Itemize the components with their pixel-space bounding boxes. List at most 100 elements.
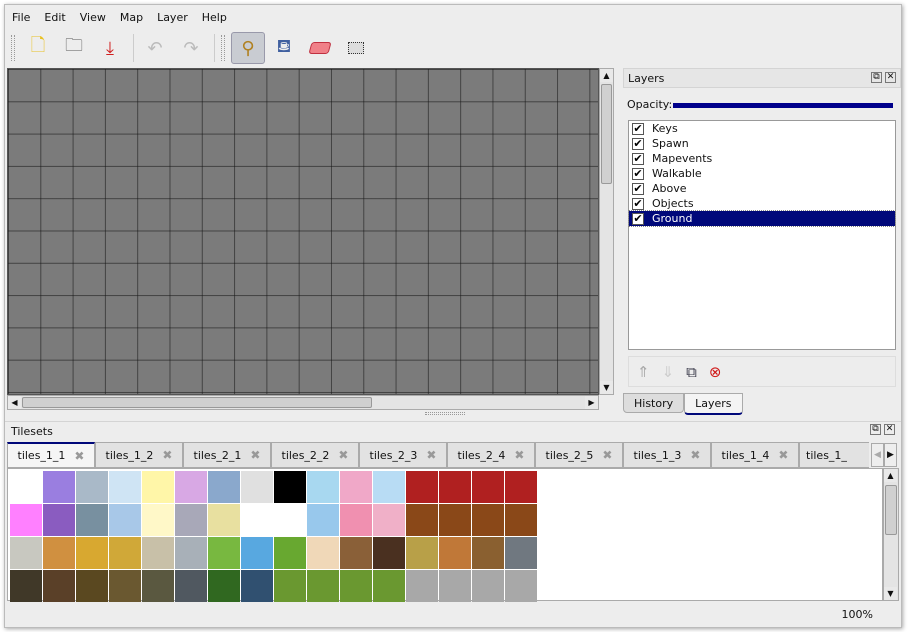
raise-layer-icon[interactable]: ⇑ (637, 362, 650, 381)
tile[interactable] (76, 471, 108, 503)
scroll-up-icon[interactable]: ▲ (884, 469, 897, 482)
tile[interactable] (142, 570, 174, 602)
close-tab-icon[interactable]: ✖ (514, 448, 525, 462)
tile[interactable] (439, 471, 471, 503)
tileset-tab[interactable]: tiles_2_3 ✖ (359, 442, 447, 467)
tile[interactable] (109, 504, 141, 536)
tile[interactable] (406, 471, 438, 503)
layer-item[interactable]: ✔ Spawn (629, 136, 895, 151)
scroll-left-icon[interactable]: ◀ (8, 396, 21, 409)
tile[interactable] (208, 537, 240, 569)
visibility-checkbox[interactable]: ✔ (632, 151, 644, 165)
tile[interactable] (439, 570, 471, 602)
tile[interactable] (274, 537, 306, 569)
tile[interactable] (472, 570, 504, 602)
tile[interactable] (505, 537, 537, 569)
tileset-tab[interactable]: tiles_2_4 ✖ (447, 442, 535, 467)
tile[interactable] (109, 537, 141, 569)
scroll-down-icon[interactable]: ▼ (600, 381, 613, 394)
tile[interactable] (208, 471, 240, 503)
tile[interactable] (208, 504, 240, 536)
close-tab-icon[interactable]: ✖ (426, 448, 437, 462)
tile[interactable] (472, 471, 504, 503)
float-icon[interactable]: ⧉ (870, 424, 881, 435)
tab-history[interactable]: History (623, 393, 685, 413)
tile[interactable] (472, 504, 504, 536)
scrollbar-thumb[interactable] (885, 485, 897, 535)
visibility-checkbox[interactable]: ✔ (632, 211, 644, 225)
lower-layer-icon[interactable]: ⇓ (661, 362, 675, 381)
undo-icon[interactable]: ↶ (147, 37, 163, 59)
menu-edit[interactable]: Edit (44, 11, 66, 24)
scrollbar-thumb[interactable] (601, 84, 612, 184)
tile[interactable] (175, 537, 207, 569)
tile[interactable] (43, 537, 75, 569)
tile[interactable] (340, 504, 372, 536)
tile[interactable] (109, 471, 141, 503)
scrollbar-thumb[interactable] (22, 397, 372, 408)
menu-file[interactable]: File (12, 11, 31, 24)
tile[interactable] (472, 537, 504, 569)
tile[interactable] (505, 570, 537, 602)
new-file-icon[interactable]: 🗋 (30, 35, 46, 56)
scroll-right-icon[interactable]: ▶ (585, 396, 598, 409)
tile[interactable] (10, 471, 42, 503)
tile[interactable] (10, 570, 42, 602)
redo-icon[interactable]: ↷ (183, 37, 199, 59)
tile[interactable] (43, 570, 75, 602)
map-horizontal-scrollbar[interactable]: ◀ ▶ (7, 395, 599, 410)
tile[interactable] (340, 570, 372, 602)
tile[interactable] (340, 537, 372, 569)
tile[interactable] (406, 570, 438, 602)
tile[interactable] (241, 570, 273, 602)
tile[interactable] (307, 504, 339, 536)
scroll-up-icon[interactable]: ▲ (600, 69, 613, 82)
layer-item[interactable]: ✔ Keys (629, 121, 895, 136)
tile[interactable] (142, 471, 174, 503)
tileset-tab[interactable]: tiles_2_2 ✖ (271, 442, 359, 467)
tile[interactable] (175, 570, 207, 602)
tile[interactable] (241, 471, 273, 503)
tile[interactable] (406, 537, 438, 569)
remove-layer-icon[interactable]: ⊗ (708, 362, 722, 381)
tile[interactable] (373, 537, 405, 569)
tile[interactable] (43, 504, 75, 536)
tileset-tab[interactable]: tiles_1_2 ✖ (95, 442, 183, 467)
tile[interactable] (307, 471, 339, 503)
tileset-vertical-scrollbar[interactable]: ▲ ▼ (883, 468, 899, 601)
close-icon[interactable]: ✕ (885, 72, 896, 83)
tile[interactable] (505, 504, 537, 536)
visibility-checkbox[interactable]: ✔ (632, 166, 644, 180)
menu-help[interactable]: Help (201, 11, 227, 24)
tileset-tab[interactable]: tiles_1_ (799, 442, 869, 467)
tile[interactable] (175, 504, 207, 536)
bucket-fill-icon[interactable]: ⛾ (276, 36, 292, 57)
menu-layer[interactable]: Layer (157, 11, 188, 24)
rectangle-select-icon[interactable] (339, 32, 373, 64)
layer-item[interactable]: ✔ Ground (628, 210, 896, 227)
visibility-checkbox[interactable]: ✔ (632, 196, 644, 210)
visibility-checkbox[interactable]: ✔ (632, 181, 644, 195)
tile[interactable] (307, 570, 339, 602)
tab-scroll-right-icon[interactable]: ▶ (884, 443, 897, 467)
tile[interactable] (439, 504, 471, 536)
panel-splitter[interactable] (425, 412, 465, 415)
tile[interactable] (142, 504, 174, 536)
tile[interactable] (10, 504, 42, 536)
tile[interactable] (373, 504, 405, 536)
tile[interactable] (76, 570, 108, 602)
duplicate-layer-icon[interactable]: ⧉ (686, 362, 697, 381)
tile[interactable] (307, 537, 339, 569)
tile[interactable] (241, 504, 273, 536)
tile[interactable] (109, 570, 141, 602)
tile[interactable] (142, 537, 174, 569)
tile[interactable] (43, 471, 75, 503)
float-icon[interactable]: ⧉ (871, 72, 882, 83)
layer-item[interactable]: ✔ Above (629, 181, 895, 196)
toolbar-grip[interactable] (221, 35, 225, 61)
close-tab-icon[interactable]: ✖ (338, 448, 349, 462)
layer-item[interactable]: ✔ Walkable (629, 166, 895, 181)
opacity-slider[interactable] (673, 103, 893, 108)
visibility-checkbox[interactable]: ✔ (632, 121, 644, 135)
tileset-tab[interactable]: tiles_2_5 ✖ (535, 442, 623, 467)
